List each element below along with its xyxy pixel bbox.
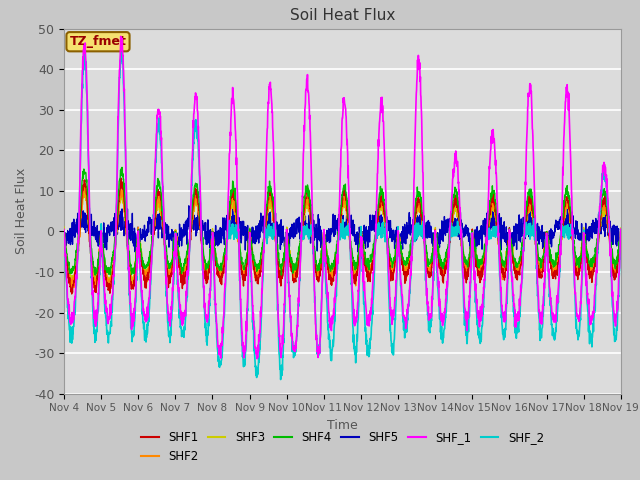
SHF3	[216, 270, 223, 276]
SHF3	[584, 252, 591, 258]
Line: SHF3: SHF3	[64, 192, 621, 284]
SHF5	[568, 209, 576, 215]
Title: Soil Heat Flux: Soil Heat Flux	[290, 9, 395, 24]
SHF2	[60, 227, 68, 232]
SHF_2	[617, 230, 625, 236]
SHF1	[68, 291, 76, 297]
SHF_1	[117, 34, 125, 39]
SHF5	[584, 227, 591, 232]
SHF5	[60, 234, 68, 240]
SHF2	[371, 242, 379, 248]
SHF_2	[276, 377, 284, 383]
SHF3	[371, 239, 379, 245]
SHF4	[118, 165, 126, 170]
SHF5	[617, 228, 625, 234]
SHF4	[568, 220, 576, 226]
SHF5	[371, 221, 379, 227]
SHF4	[60, 230, 68, 236]
SHF1	[568, 232, 576, 238]
SHF1	[60, 228, 68, 234]
SHF_2	[584, 304, 591, 310]
Line: SHF2: SHF2	[64, 187, 621, 288]
SHF_1	[253, 356, 261, 361]
SHF_2	[117, 49, 125, 55]
SHF3	[505, 239, 513, 245]
SHF3	[617, 225, 625, 231]
SHF2	[584, 257, 591, 263]
Line: SHF5: SHF5	[64, 204, 621, 261]
SHF1	[117, 175, 125, 181]
SHF_1	[60, 227, 68, 232]
SHF_2	[60, 233, 68, 239]
SHF2	[505, 239, 513, 244]
SHF5	[359, 243, 367, 249]
SHF_1	[359, 265, 367, 271]
Line: SHF1: SHF1	[64, 178, 621, 294]
Text: TZ_fmet: TZ_fmet	[70, 35, 127, 48]
SHF_1	[371, 246, 379, 252]
SHF1	[216, 276, 223, 281]
SHF_2	[568, 229, 576, 235]
SHF3	[129, 281, 137, 287]
SHF_2	[371, 251, 379, 256]
SHF5	[210, 258, 218, 264]
SHF5	[216, 232, 223, 238]
SHF1	[359, 242, 367, 248]
SHF_1	[568, 207, 576, 213]
SHF2	[568, 236, 576, 242]
SHF3	[118, 189, 126, 195]
SHF_1	[216, 344, 223, 350]
SHF1	[584, 252, 591, 258]
SHF4	[617, 232, 625, 238]
SHF4	[584, 250, 591, 256]
X-axis label: Time: Time	[327, 419, 358, 432]
SHF3	[568, 232, 576, 238]
SHF3	[359, 246, 367, 252]
Legend: SHF1, SHF2, SHF3, SHF4, SHF5, SHF_1, SHF_2: SHF1, SHF2, SHF3, SHF4, SHF5, SHF_1, SHF…	[136, 427, 548, 468]
SHF4	[505, 238, 513, 244]
Line: SHF_1: SHF_1	[64, 36, 621, 359]
SHF_2	[216, 364, 223, 370]
SHF_2	[359, 268, 367, 274]
SHF_1	[584, 290, 591, 296]
SHF5	[564, 202, 572, 207]
SHF1	[617, 228, 625, 233]
SHF1	[371, 239, 379, 245]
SHF4	[92, 272, 99, 278]
SHF5	[504, 231, 512, 237]
SHF4	[216, 264, 223, 270]
Y-axis label: Soil Heat Flux: Soil Heat Flux	[15, 168, 28, 254]
Line: SHF4: SHF4	[64, 168, 621, 275]
SHF_2	[505, 253, 513, 259]
SHF2	[359, 249, 367, 255]
SHF2	[91, 285, 99, 291]
SHF2	[617, 230, 625, 236]
SHF_1	[617, 227, 625, 232]
SHF_1	[505, 253, 513, 259]
SHF2	[216, 274, 223, 279]
Line: SHF_2: SHF_2	[64, 52, 621, 380]
SHF4	[371, 232, 379, 238]
SHF1	[505, 238, 513, 244]
SHF3	[60, 224, 68, 230]
SHF2	[81, 184, 88, 190]
SHF4	[359, 239, 367, 245]
